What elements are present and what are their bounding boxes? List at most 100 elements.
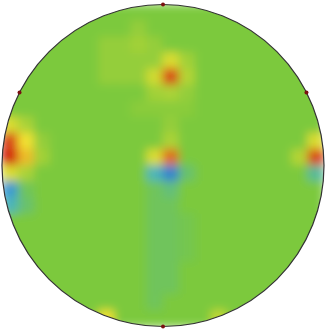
heat-cell <box>146 262 163 279</box>
heat-cell <box>50 197 67 214</box>
heat-cell <box>114 149 131 166</box>
heat-cell <box>146 133 163 150</box>
heat-cell <box>18 133 35 150</box>
heat-cell <box>130 101 147 118</box>
heat-cell <box>18 213 35 230</box>
heat-cell <box>146 181 163 198</box>
heat-cell <box>179 85 196 102</box>
heat-cell <box>130 36 147 53</box>
heat-cell <box>307 52 324 69</box>
heat-cell <box>146 101 163 118</box>
heat-cell <box>114 85 131 102</box>
heat-cell <box>50 133 67 150</box>
heat-cell <box>243 197 260 214</box>
heat-cell <box>211 20 228 37</box>
heat-cell <box>227 294 244 311</box>
heat-cell <box>259 213 276 230</box>
heat-cell <box>227 133 244 150</box>
heat-cell <box>211 181 228 198</box>
heat-cell <box>195 197 212 214</box>
heat-cell <box>307 197 324 214</box>
heat-cell <box>114 117 131 134</box>
heat-cell <box>211 68 228 85</box>
heat-cell <box>50 85 67 102</box>
heat-cell <box>98 246 115 263</box>
heat-cell <box>243 246 260 263</box>
heat-cell <box>66 246 83 263</box>
heat-cell <box>243 133 260 150</box>
heat-cell <box>259 149 276 166</box>
heat-cell <box>259 4 276 21</box>
edge-marker <box>304 90 308 94</box>
heat-cell <box>179 246 196 263</box>
heat-cell <box>66 181 83 198</box>
heat-cell <box>227 229 244 246</box>
heat-cell <box>227 278 244 295</box>
heat-cell <box>2 68 19 85</box>
heat-cell <box>211 294 228 311</box>
heat-cell <box>291 310 308 327</box>
heat-cell <box>34 229 51 246</box>
heat-cell <box>195 181 212 198</box>
heat-cell <box>98 117 115 134</box>
heat-cell <box>243 310 260 327</box>
heat-cell <box>275 20 292 37</box>
heat-cell <box>163 213 180 230</box>
heat-cell <box>163 20 180 37</box>
heat-cell <box>243 278 260 295</box>
heat-cell <box>275 133 292 150</box>
heat-cell <box>291 278 308 295</box>
heat-cell <box>34 213 51 230</box>
heat-cell <box>82 165 99 182</box>
heat-cell <box>179 133 196 150</box>
heat-cell <box>163 262 180 279</box>
heat-cell <box>195 229 212 246</box>
heat-cell <box>50 20 67 37</box>
heat-cell <box>195 117 212 134</box>
heat-cell <box>195 310 212 327</box>
heat-cell <box>163 181 180 198</box>
heat-cell <box>243 229 260 246</box>
heat-cell <box>66 262 83 279</box>
heat-cell <box>66 36 83 53</box>
heat-cell <box>34 310 51 327</box>
heat-cell <box>18 52 35 69</box>
heat-cell <box>66 133 83 150</box>
heat-cell <box>179 101 196 118</box>
heat-cell <box>307 4 324 21</box>
heat-cell <box>50 68 67 85</box>
heat-cell <box>50 294 67 311</box>
heat-cell <box>179 262 196 279</box>
heat-cell <box>82 246 99 263</box>
heat-cell <box>259 101 276 118</box>
heat-cell <box>291 85 308 102</box>
heat-cell <box>146 197 163 214</box>
heat-cell <box>307 117 324 134</box>
heat-cell <box>130 133 147 150</box>
heat-cell <box>243 68 260 85</box>
heat-cell <box>82 85 99 102</box>
heat-cell <box>275 197 292 214</box>
heat-cell <box>291 165 308 182</box>
heat-cell <box>243 213 260 230</box>
heat-cell <box>195 36 212 53</box>
heat-cell <box>18 149 35 166</box>
heat-cell <box>82 149 99 166</box>
heat-cell <box>66 117 83 134</box>
heat-cell <box>243 36 260 53</box>
heat-cell <box>98 229 115 246</box>
heat-cell <box>50 310 67 327</box>
heat-cell <box>82 294 99 311</box>
heat-cell <box>2 165 19 182</box>
heat-cell <box>275 101 292 118</box>
heat-cell <box>2 278 19 295</box>
plot-area <box>2 4 325 327</box>
heat-cell <box>114 310 131 327</box>
heat-cell <box>82 20 99 37</box>
heat-cell <box>243 149 260 166</box>
heat-cell <box>163 246 180 263</box>
heat-cell <box>163 229 180 246</box>
heat-cell <box>243 85 260 102</box>
heat-cell <box>291 101 308 118</box>
heat-cell <box>130 278 147 295</box>
